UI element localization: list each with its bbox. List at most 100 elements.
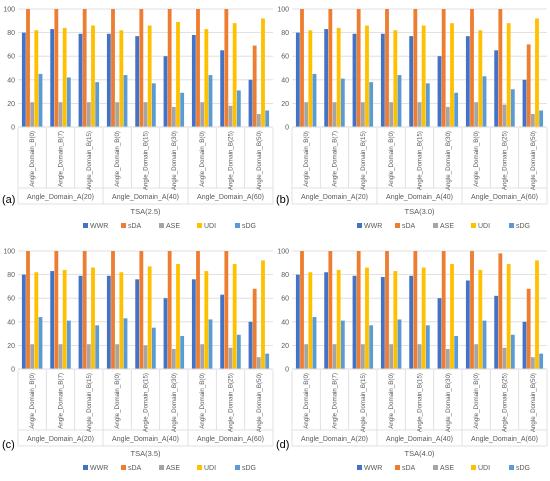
bar xyxy=(437,298,442,369)
bar xyxy=(265,110,270,127)
bar xyxy=(86,344,91,369)
bar xyxy=(224,9,229,127)
bar xyxy=(143,345,148,369)
bar xyxy=(535,18,539,127)
category-label: Angle_Domain_B(7) xyxy=(332,131,339,187)
group-label: Angle_Domain_A(60) xyxy=(471,194,538,201)
panel-letter: (c) xyxy=(2,439,15,451)
category-label: Angle_Domain_B(50) xyxy=(530,373,537,432)
bar xyxy=(340,320,345,369)
bar xyxy=(356,251,361,369)
y-tick-label: 40 xyxy=(281,77,289,84)
bar xyxy=(389,102,394,127)
bar xyxy=(332,102,337,127)
bar xyxy=(312,73,317,127)
bar xyxy=(256,114,261,127)
bar xyxy=(26,251,30,369)
bar xyxy=(465,36,470,127)
bar xyxy=(441,251,446,369)
legend-label: sDA xyxy=(402,465,416,472)
bar xyxy=(58,344,63,369)
bar xyxy=(91,25,95,127)
y-tick-label: 80 xyxy=(7,30,15,37)
y-tick-label: 0 xyxy=(285,125,289,132)
legend-label: ASE xyxy=(166,465,180,472)
y-tick-label: 40 xyxy=(7,319,15,326)
bar xyxy=(465,280,470,369)
legend-swatch xyxy=(471,465,476,470)
group-label: Angle_Domain_A(20) xyxy=(301,436,368,443)
y-tick-label: 0 xyxy=(11,125,15,132)
bar xyxy=(143,102,148,127)
bar xyxy=(482,76,487,127)
bar xyxy=(106,33,111,127)
bar xyxy=(332,344,337,369)
bar xyxy=(200,344,205,369)
bar xyxy=(38,317,43,369)
category-label: Angle_Domain_B(0) xyxy=(303,373,310,429)
legend-label: sDG xyxy=(516,223,530,230)
bar xyxy=(167,9,172,127)
y-tick-label: 100 xyxy=(277,7,289,14)
bar xyxy=(106,275,111,369)
x-axis-title: TSA(3.5) xyxy=(130,449,161,458)
bar xyxy=(82,251,87,369)
group-label: Angle_Domain_A(20) xyxy=(27,436,94,443)
bar xyxy=(526,44,531,127)
bar xyxy=(248,79,253,127)
bar xyxy=(34,30,39,128)
bar xyxy=(397,75,402,127)
bar xyxy=(336,27,341,128)
legend-swatch xyxy=(197,465,202,470)
bar xyxy=(494,295,499,369)
y-tick-label: 0 xyxy=(285,367,289,374)
category-label: Angle_Domain_B(0) xyxy=(473,131,480,187)
bar xyxy=(397,319,402,369)
legend-swatch xyxy=(471,223,476,228)
y-tick-label: 20 xyxy=(7,101,15,108)
bar xyxy=(385,9,389,127)
y-tick-label: 80 xyxy=(7,272,15,279)
legend-swatch xyxy=(159,223,164,228)
bar xyxy=(204,29,209,128)
category-label: Angle_Domain_B(15) xyxy=(360,373,367,432)
bar xyxy=(147,266,152,369)
legend-swatch xyxy=(433,465,438,470)
bar xyxy=(539,353,544,369)
bar xyxy=(232,23,237,127)
bar xyxy=(176,263,180,369)
legend-swatch xyxy=(235,465,240,470)
category-label: Angle_Domain_B(15) xyxy=(143,131,150,190)
legend-swatch xyxy=(395,223,400,228)
bar xyxy=(445,348,450,369)
legend-label: sDG xyxy=(242,465,256,472)
category-label: Angle_Domain_B(15) xyxy=(360,131,367,190)
category-label: Angle_Domain_B(30) xyxy=(445,131,452,190)
bar xyxy=(163,298,168,369)
bar xyxy=(413,9,418,127)
bar xyxy=(220,50,225,127)
y-tick-label: 60 xyxy=(281,54,289,61)
bar xyxy=(425,83,430,127)
bar xyxy=(139,251,144,369)
category-label: Angle_Domain_B(25) xyxy=(502,373,509,432)
category-label: Angle_Domain_B(30) xyxy=(171,373,178,432)
bar xyxy=(66,320,71,369)
bar xyxy=(522,79,527,127)
category-label: Angle_Domain_B(0) xyxy=(388,373,395,429)
legend-label: WWR xyxy=(364,465,382,472)
bar xyxy=(328,9,333,127)
bar xyxy=(151,83,156,127)
category-label: Angle_Domain_B(15) xyxy=(86,131,93,190)
bar xyxy=(304,102,309,127)
bar xyxy=(441,9,446,127)
bar xyxy=(208,75,213,127)
bar xyxy=(204,271,209,369)
bar xyxy=(248,321,253,369)
group-label: Angle_Domain_A(40) xyxy=(386,194,453,201)
y-tick-label: 100 xyxy=(3,249,15,256)
legend-label: WWR xyxy=(364,223,382,230)
x-axis-title: TSA(2.5) xyxy=(130,207,161,216)
legend-swatch xyxy=(159,465,164,470)
